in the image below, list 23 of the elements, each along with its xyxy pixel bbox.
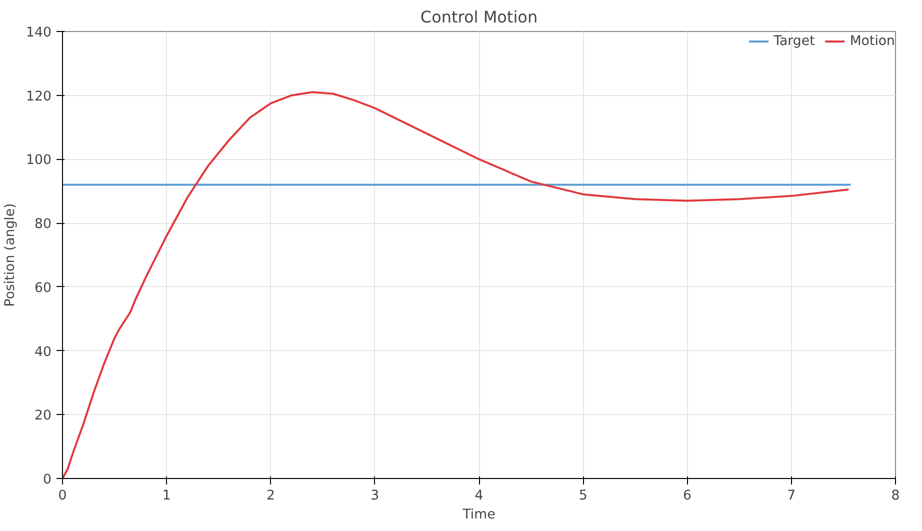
x-tick-label: 7 — [787, 488, 796, 504]
line-series — [62, 91, 850, 478]
x-axis-title: Time — [462, 508, 496, 522]
x-tick-label: 8 — [891, 488, 900, 504]
x-tick-label: 1 — [162, 488, 171, 504]
x-tick-label: 3 — [370, 488, 380, 504]
y-axis-title: Position (angle) — [3, 203, 18, 307]
y-tick-label: 140 — [26, 26, 52, 40]
x-tick-label: 5 — [578, 488, 588, 504]
y-tick-label: 120 — [26, 89, 52, 104]
y-tick-label: 80 — [34, 217, 52, 232]
x-tick-label: 4 — [474, 488, 484, 504]
y-tick-label: 40 — [34, 344, 52, 360]
chart-title: Control Motion — [420, 8, 538, 26]
legend-label: Target — [774, 34, 815, 48]
y-tick-label: 100 — [26, 153, 52, 168]
x-tick-label: 6 — [683, 488, 692, 504]
y-tick-label: 0 — [43, 472, 52, 488]
legend-label: Motion — [850, 34, 895, 48]
x-tick-label: 0 — [58, 488, 67, 504]
y-tick-label: 20 — [34, 408, 52, 424]
y-tick-label: 60 — [34, 280, 52, 296]
x-tick-label: 2 — [266, 488, 275, 504]
